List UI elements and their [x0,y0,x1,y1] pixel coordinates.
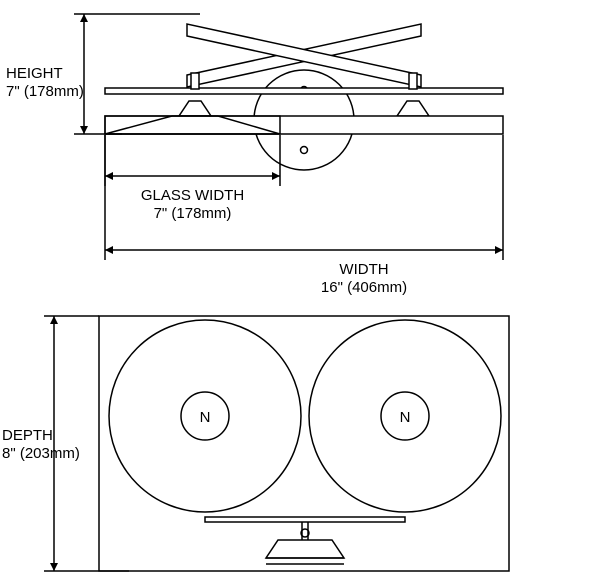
glass-width-label: GLASS WIDTH [141,187,244,204]
depth-label: DEPTH [2,427,53,444]
glass-width-value: 7" (178mm) [154,205,232,222]
width-label: WIDTH [339,261,388,278]
depth-value: 8" (203mm) [2,445,80,462]
height-value: 7" (178mm) [6,83,84,100]
width-value: 16" (406mm) [321,279,407,296]
orientation-mark: N [400,409,411,426]
orientation-mark: N [200,409,211,426]
height-label: HEIGHT [6,65,63,82]
